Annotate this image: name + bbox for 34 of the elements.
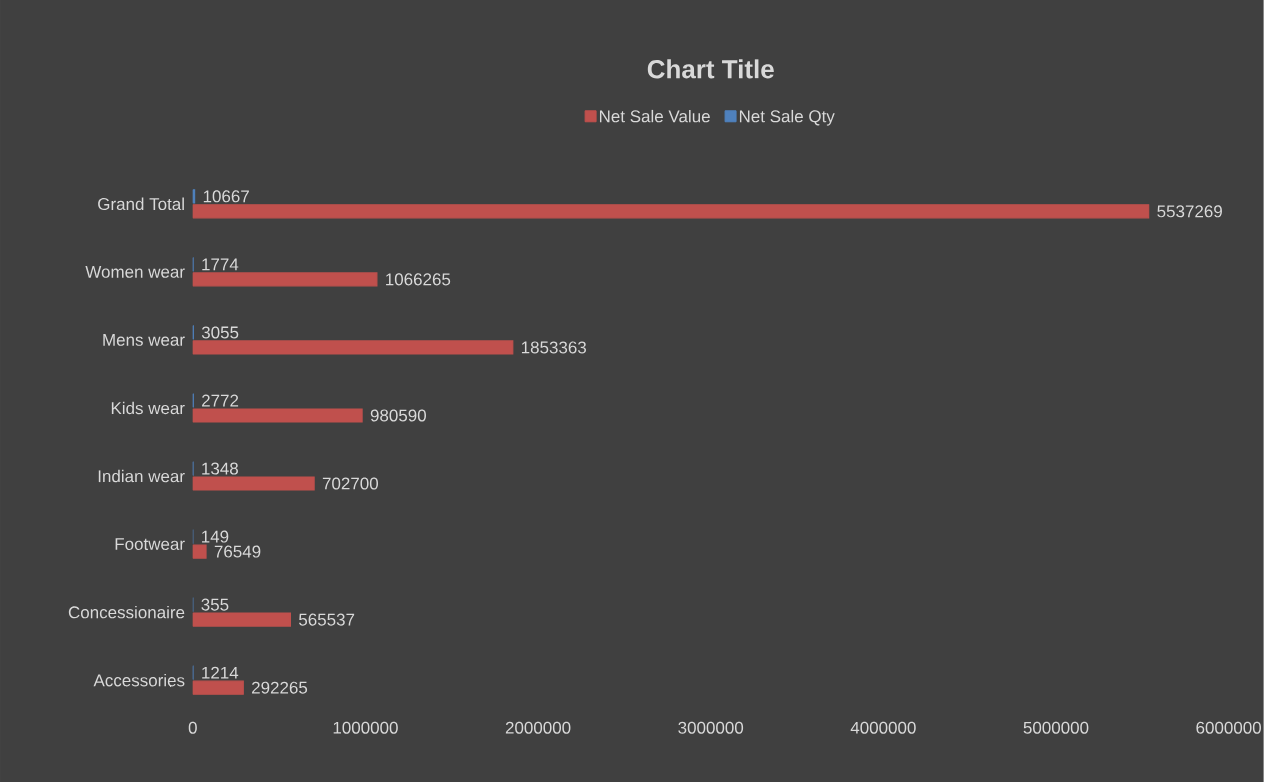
x-tick-label: 1000000: [333, 721, 398, 734]
data-label: 702700: [322, 477, 379, 490]
x-tick-label: 5000000: [1023, 721, 1089, 734]
y-tick-label: Mens wear: [103, 333, 185, 346]
data-label: 1774: [202, 258, 239, 271]
data-label: 10667: [203, 190, 249, 203]
data-label: 1853363: [521, 341, 587, 354]
y-tick-label: Indian wear: [98, 469, 185, 483]
y-tick-label: Accessories: [93, 673, 185, 687]
data-label: 3055: [201, 326, 239, 339]
x-tick-label: 2000000: [505, 721, 571, 734]
legend-label: Net Sale Value: [599, 109, 710, 123]
y-tick-label: Concessionaire: [68, 605, 185, 619]
data-label: 1348: [202, 462, 238, 475]
y-tick-label: Grand Total: [98, 197, 184, 211]
legend-label: Net Sale Qty: [739, 109, 835, 126]
data-label: 292265: [252, 681, 308, 694]
x-tick-label: 3000000: [678, 721, 744, 734]
data-label: 149: [202, 530, 229, 543]
x-tick-label: 4000000: [850, 721, 916, 734]
data-label: 355: [201, 598, 229, 611]
data-label: 2772: [202, 394, 239, 407]
data-label: 1214: [202, 666, 239, 679]
y-tick-label: Women wear: [85, 265, 185, 278]
data-label: 565537: [299, 613, 355, 626]
x-tick-label: 0: [188, 721, 197, 734]
data-label: 980590: [370, 409, 426, 422]
chart-title: Chart Title: [647, 59, 774, 79]
y-tick-label: Kids wear: [111, 401, 185, 415]
x-tick-label: 6000000: [1196, 721, 1262, 734]
data-label: 1066265: [386, 273, 451, 286]
data-label: 5537269: [1157, 205, 1222, 218]
data-label: 76549: [214, 545, 261, 558]
y-tick-label: Footwear: [115, 538, 185, 550]
